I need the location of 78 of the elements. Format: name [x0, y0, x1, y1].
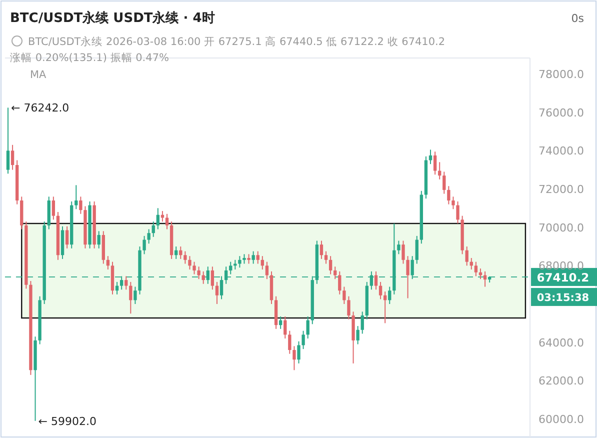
- annotation: ← 59902.0: [38, 414, 96, 428]
- candlestick: [306, 316, 310, 339]
- candlestick: [402, 240, 405, 264]
- candlestick: [397, 240, 400, 255]
- candlestick: [215, 281, 219, 304]
- candlestick: [10, 144, 14, 170]
- annotation: 涨幅 0.20%(135.1) 振幅 0.47%: [10, 52, 169, 64]
- y-tick-label: 78000.0: [538, 68, 584, 81]
- candlestick: [483, 270, 487, 288]
- candlestick: [134, 286, 137, 304]
- candlestick: [79, 196, 82, 214]
- candlestick: [229, 261, 232, 275]
- candlestick: [288, 330, 292, 354]
- candlestick: [74, 184, 78, 210]
- ref-line-label: 67410.2: [536, 270, 590, 284]
- candlestick: [360, 311, 364, 334]
- y-tick-label: 62000.0: [538, 374, 584, 388]
- candlestick: [97, 230, 100, 249]
- candlestick: [156, 208, 160, 230]
- candlestick: [465, 246, 468, 266]
- text: 03:15:38: [536, 292, 590, 304]
- candlestick: [297, 340, 300, 364]
- candlestick: [456, 200, 460, 224]
- y-tick-label: 72000.0: [538, 182, 584, 196]
- candlestick: [433, 151, 437, 176]
- candlestick: [188, 256, 192, 270]
- candlestick: [247, 254, 250, 264]
- candlestick: [129, 281, 132, 314]
- candlestick: [260, 256, 264, 270]
- y-tick-label: 64000.0: [538, 336, 584, 350]
- annotation: ← 76242.0: [11, 102, 70, 115]
- y-tick-label: 70000.0: [538, 221, 584, 234]
- candlestick: [6, 107, 10, 174]
- candlestick: [447, 186, 450, 205]
- candlestick: [192, 261, 196, 275]
- candlestick: [292, 346, 296, 371]
- candlestick: [302, 330, 305, 350]
- candlestick: [324, 250, 328, 264]
- candlestick: [284, 316, 287, 339]
- y-tick-label: 76000.0: [538, 106, 584, 120]
- candlestick: [147, 228, 150, 244]
- candlestick: [142, 235, 146, 255]
- candlestick: [152, 221, 155, 238]
- candlestick: [184, 250, 187, 264]
- candlestick: [415, 235, 418, 264]
- candlestick: [406, 256, 410, 299]
- candlestick: [65, 226, 69, 249]
- candlestick: [328, 256, 332, 275]
- candlestick: [165, 213, 169, 230]
- candlestick: [374, 270, 378, 290]
- candlestick: [197, 266, 200, 280]
- candlestick: [338, 270, 342, 295]
- candlestick: [234, 259, 237, 270]
- y-tick-label: 60000.0: [538, 413, 584, 426]
- chart-title: BTC/USDT永续 USDT永续 · 4时: [10, 10, 215, 26]
- y-tick-label: 74000.0: [538, 144, 584, 158]
- candlestick: [252, 250, 255, 264]
- candlestick: [265, 261, 269, 280]
- chart-subtitle: BTC/USDT永续 2026-03-08 16:00 开 67275.1 高 67440.5 低 67122.2 收 67410.2: [28, 35, 446, 48]
- annotation: MA: [30, 69, 48, 81]
- candlestick: [210, 266, 214, 290]
- candlestick: [474, 261, 478, 277]
- candlestick: [378, 281, 382, 300]
- candlestick: [442, 171, 446, 194]
- candlestick: [238, 256, 242, 268]
- candlestick: [388, 286, 392, 304]
- candlestick: [242, 254, 246, 264]
- candlestick: [106, 256, 110, 270]
- candlestick: [320, 240, 324, 260]
- candlestick: [52, 196, 56, 220]
- candlestick: [256, 250, 260, 264]
- text: 0s: [571, 12, 584, 25]
- candlestick: [356, 326, 360, 345]
- candlestick: [347, 296, 350, 320]
- candlestick: [452, 196, 455, 210]
- candlestick: [124, 276, 128, 290]
- candlestick: [202, 270, 205, 284]
- candlestick: [342, 286, 346, 304]
